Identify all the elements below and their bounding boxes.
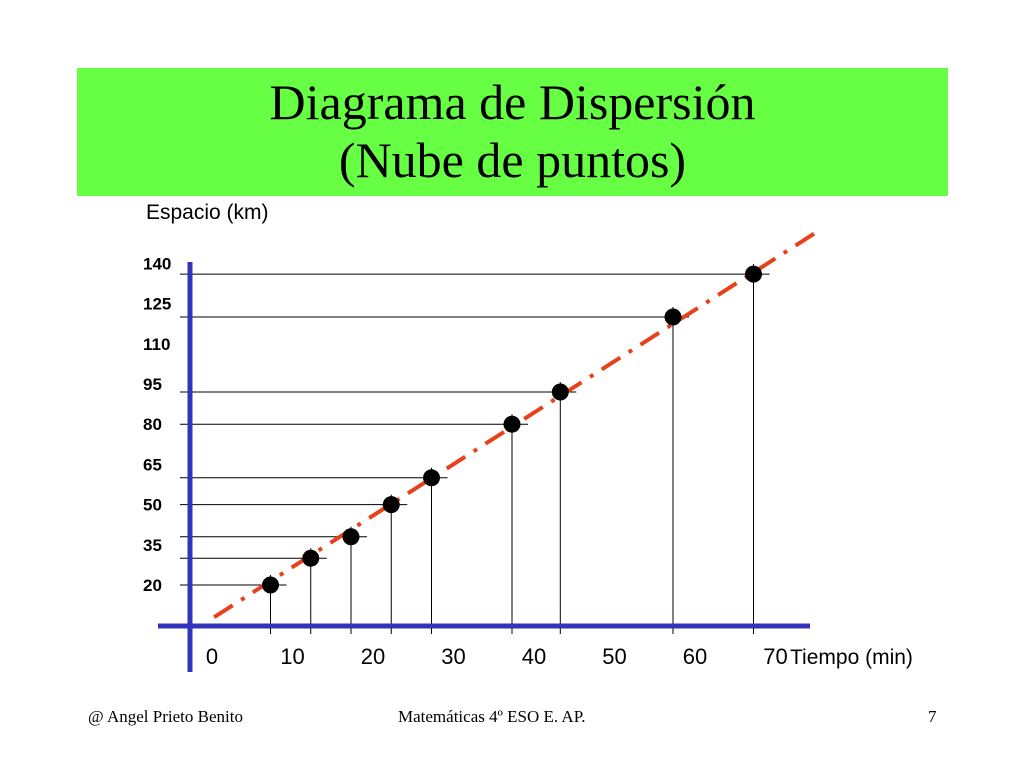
- data-point: [423, 469, 440, 487]
- y-tick-label: 35: [143, 536, 162, 555]
- x-tick-label: 60: [683, 644, 707, 669]
- x-tick-label: 0: [206, 644, 218, 669]
- y-axis-label: Espacio (km): [146, 201, 269, 224]
- x-tick-label: 70: [763, 644, 787, 669]
- footer-course: Matemáticas 4º ESO E. AP.: [398, 707, 586, 726]
- y-tick-label: 95: [143, 375, 162, 394]
- y-tick-label: 125: [143, 295, 171, 314]
- chart-axes: [158, 262, 810, 672]
- x-tick-label: 20: [361, 644, 385, 669]
- y-tick-label: 110: [143, 335, 170, 354]
- y-tick-label: 50: [143, 496, 162, 515]
- data-point: [551, 383, 569, 401]
- slide-subtitle: (Nube de puntos): [338, 132, 687, 188]
- x-tick-label: 50: [602, 644, 626, 669]
- y-tick-label: 20: [143, 576, 162, 595]
- data-point: [342, 528, 360, 546]
- data-point: [503, 415, 521, 433]
- x-axis-label: Tiempo (min): [790, 646, 913, 669]
- data-point: [745, 265, 762, 283]
- x-tick-label: 40: [522, 644, 546, 669]
- data-point: [382, 496, 400, 514]
- title-banner: Diagrama de Dispersión (Nube de puntos): [77, 68, 948, 196]
- y-tick-labels: 20 35 50 65 80 95 110 125 140: [143, 254, 171, 595]
- data-point: [302, 549, 320, 567]
- data-points: [262, 265, 762, 594]
- page-number: 7: [928, 707, 937, 726]
- slide-title: Diagrama de Dispersión: [269, 74, 756, 130]
- y-tick-label: 65: [143, 455, 162, 474]
- data-point: [262, 576, 279, 594]
- x-tick-label: 30: [441, 644, 465, 669]
- y-tick-label: 140: [143, 254, 171, 273]
- footer-author: @ Angel Prieto Benito: [88, 707, 243, 726]
- drop-lines: [180, 264, 770, 634]
- y-tick-label: 80: [143, 415, 162, 434]
- x-tick-label: 10: [280, 644, 304, 669]
- x-tick-labels: 0 10 20 30 40 50 60 70: [206, 644, 788, 669]
- data-point: [664, 308, 682, 326]
